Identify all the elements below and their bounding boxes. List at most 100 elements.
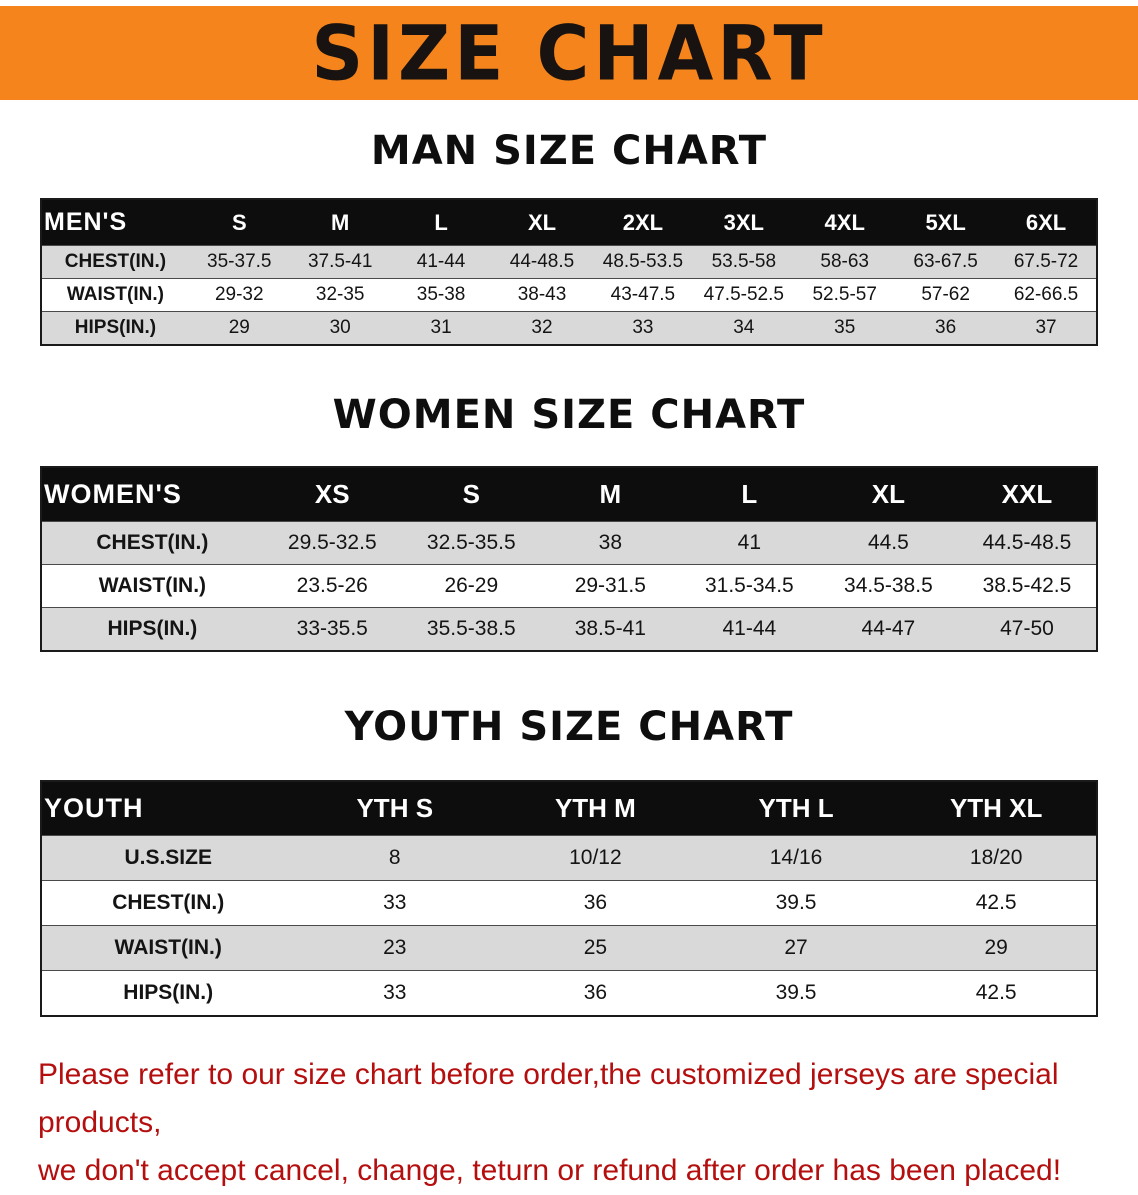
youth-size-table: YOUTH YTH S YTH M YTH L YTH XL U.S.SIZE 8 10/12… bbox=[40, 780, 1098, 1017]
size-value: 35 bbox=[794, 311, 896, 345]
youth-size-section: YOUTH SIZE CHART YOUTH YTH S YTH M YTH L YTH … bbox=[0, 704, 1138, 1017]
men-size-table: MEN'S S M L XL 2XL 3XL 4XL 5XL 6XL CHEST(IN.) 35-37… bbox=[40, 198, 1098, 346]
size-value: 33 bbox=[294, 970, 496, 1016]
men-size-section: MAN SIZE CHART MEN'S S M L XL 2XL 3XL 4XL 5XL 6XL C… bbox=[0, 128, 1138, 346]
size-column-header: XL bbox=[818, 467, 958, 522]
size-value: 67.5-72 bbox=[996, 245, 1097, 279]
table-row: WAIST(IN.) 23.5-26 26-29 29-31.5 31.5-34.5 34… bbox=[41, 564, 1097, 608]
size-value: 29 bbox=[896, 925, 1097, 971]
size-value: 31 bbox=[390, 311, 492, 345]
size-column-header: XS bbox=[262, 467, 402, 522]
size-value: 41-44 bbox=[679, 607, 819, 651]
size-value: 41 bbox=[679, 521, 819, 565]
size-value: 14/16 bbox=[695, 835, 897, 881]
banner-title: SIZE CHART bbox=[311, 8, 827, 98]
size-column-header: YTH M bbox=[495, 781, 696, 836]
row-label: HIPS(IN.) bbox=[41, 311, 189, 345]
size-value: 35-38 bbox=[390, 278, 492, 312]
size-value: 35.5-38.5 bbox=[401, 607, 541, 651]
size-value: 26-29 bbox=[401, 564, 541, 608]
table-corner-label: YOUTH bbox=[41, 781, 295, 836]
size-value: 44.5-48.5 bbox=[957, 521, 1097, 565]
row-label: WAIST(IN.) bbox=[41, 564, 263, 608]
size-value: 35-37.5 bbox=[188, 245, 290, 279]
size-value: 32-35 bbox=[289, 278, 391, 312]
size-value: 29 bbox=[188, 311, 290, 345]
size-value: 33 bbox=[592, 311, 694, 345]
size-value: 29-31.5 bbox=[540, 564, 680, 608]
size-value: 44-48.5 bbox=[491, 245, 593, 279]
size-column-header: 3XL bbox=[693, 199, 795, 246]
table-row: HIPS(IN.) 29 30 31 32 33 34 35 36 37 bbox=[41, 311, 1097, 345]
size-column-header: L bbox=[679, 467, 819, 522]
size-column-header: M bbox=[540, 467, 680, 522]
table-row: WAIST(IN.) 23 25 27 29 bbox=[41, 925, 1097, 971]
row-label: CHEST(IN.) bbox=[41, 880, 295, 926]
women-section-heading: WOMEN SIZE CHART bbox=[332, 392, 806, 438]
size-value: 33 bbox=[294, 880, 496, 926]
size-column-header: YTH S bbox=[294, 781, 496, 836]
row-label: CHEST(IN.) bbox=[41, 521, 263, 565]
size-column-header: XXL bbox=[957, 467, 1097, 522]
table-row: U.S.SIZE 8 10/12 14/16 18/20 bbox=[41, 835, 1097, 881]
size-column-header: M bbox=[289, 199, 391, 246]
table-row: CHEST(IN.) 33 36 39.5 42.5 bbox=[41, 880, 1097, 926]
notice-line-2: we don't accept cancel, change, teturn o… bbox=[38, 1154, 1062, 1187]
size-value: 53.5-58 bbox=[693, 245, 795, 279]
size-value: 32.5-35.5 bbox=[401, 521, 541, 565]
row-label: WAIST(IN.) bbox=[41, 278, 189, 312]
size-value: 52.5-57 bbox=[794, 278, 896, 312]
size-value: 41-44 bbox=[390, 245, 492, 279]
size-value: 38-43 bbox=[491, 278, 593, 312]
table-row: HIPS(IN.) 33 36 39.5 42.5 bbox=[41, 970, 1097, 1016]
size-value: 38.5-42.5 bbox=[957, 564, 1097, 608]
size-value: 42.5 bbox=[896, 880, 1097, 926]
size-value: 30 bbox=[289, 311, 391, 345]
size-value: 39.5 bbox=[695, 880, 897, 926]
size-value: 18/20 bbox=[896, 835, 1097, 881]
size-value: 48.5-53.5 bbox=[592, 245, 694, 279]
size-value: 8 bbox=[294, 835, 496, 881]
size-column-header: 6XL bbox=[996, 199, 1097, 246]
size-value: 34 bbox=[693, 311, 795, 345]
men-section-heading: MAN SIZE CHART bbox=[370, 128, 768, 174]
row-label: CHEST(IN.) bbox=[41, 245, 189, 279]
youth-section-heading: YOUTH SIZE CHART bbox=[344, 704, 794, 750]
size-column-header: 4XL bbox=[794, 199, 896, 246]
header-row: WOMEN'S XS S M L XL XXL bbox=[41, 467, 1097, 522]
size-column-header: S bbox=[188, 199, 290, 246]
size-value: 23 bbox=[294, 925, 496, 971]
size-value: 43-47.5 bbox=[592, 278, 694, 312]
header-row: YOUTH YTH S YTH M YTH L YTH XL bbox=[41, 781, 1097, 836]
size-chart-sections: MAN SIZE CHART MEN'S S M L XL 2XL 3XL 4XL 5XL 6XL C… bbox=[0, 128, 1138, 1017]
table-corner-label: WOMEN'S bbox=[41, 467, 263, 522]
size-column-header: XL bbox=[491, 199, 593, 246]
size-value: 10/12 bbox=[495, 835, 696, 881]
women-size-section: WOMEN SIZE CHART WOMEN'S XS S M L XL XXL CHEST(I… bbox=[0, 392, 1138, 652]
table-row: CHEST(IN.) 35-37.5 37.5-41 41-44 44-48.5 48.5… bbox=[41, 245, 1097, 279]
size-value: 37 bbox=[996, 311, 1097, 345]
table-row: CHEST(IN.) 29.5-32.5 32.5-35.5 38 41 44.5 44.5… bbox=[41, 521, 1097, 565]
size-value: 32 bbox=[491, 311, 593, 345]
size-column-header: 2XL bbox=[592, 199, 694, 246]
notice-line-1: Please refer to our size chart before or… bbox=[38, 1058, 1059, 1139]
size-value: 47.5-52.5 bbox=[693, 278, 795, 312]
row-label: WAIST(IN.) bbox=[41, 925, 295, 971]
size-column-header: YTH L bbox=[695, 781, 897, 836]
size-column-header: L bbox=[390, 199, 492, 246]
size-column-header: 5XL bbox=[895, 199, 997, 246]
size-value: 44.5 bbox=[818, 521, 958, 565]
size-value: 42.5 bbox=[896, 970, 1097, 1016]
size-value: 36 bbox=[495, 880, 696, 926]
size-value: 33-35.5 bbox=[262, 607, 402, 651]
row-label: U.S.SIZE bbox=[41, 835, 295, 881]
size-value: 31.5-34.5 bbox=[679, 564, 819, 608]
size-value: 39.5 bbox=[695, 970, 897, 1016]
size-value: 36 bbox=[895, 311, 997, 345]
size-column-header: S bbox=[401, 467, 541, 522]
row-label: HIPS(IN.) bbox=[41, 970, 295, 1016]
size-value: 38.5-41 bbox=[540, 607, 680, 651]
size-value: 29-32 bbox=[188, 278, 290, 312]
size-value: 63-67.5 bbox=[895, 245, 997, 279]
size-value: 57-62 bbox=[895, 278, 997, 312]
